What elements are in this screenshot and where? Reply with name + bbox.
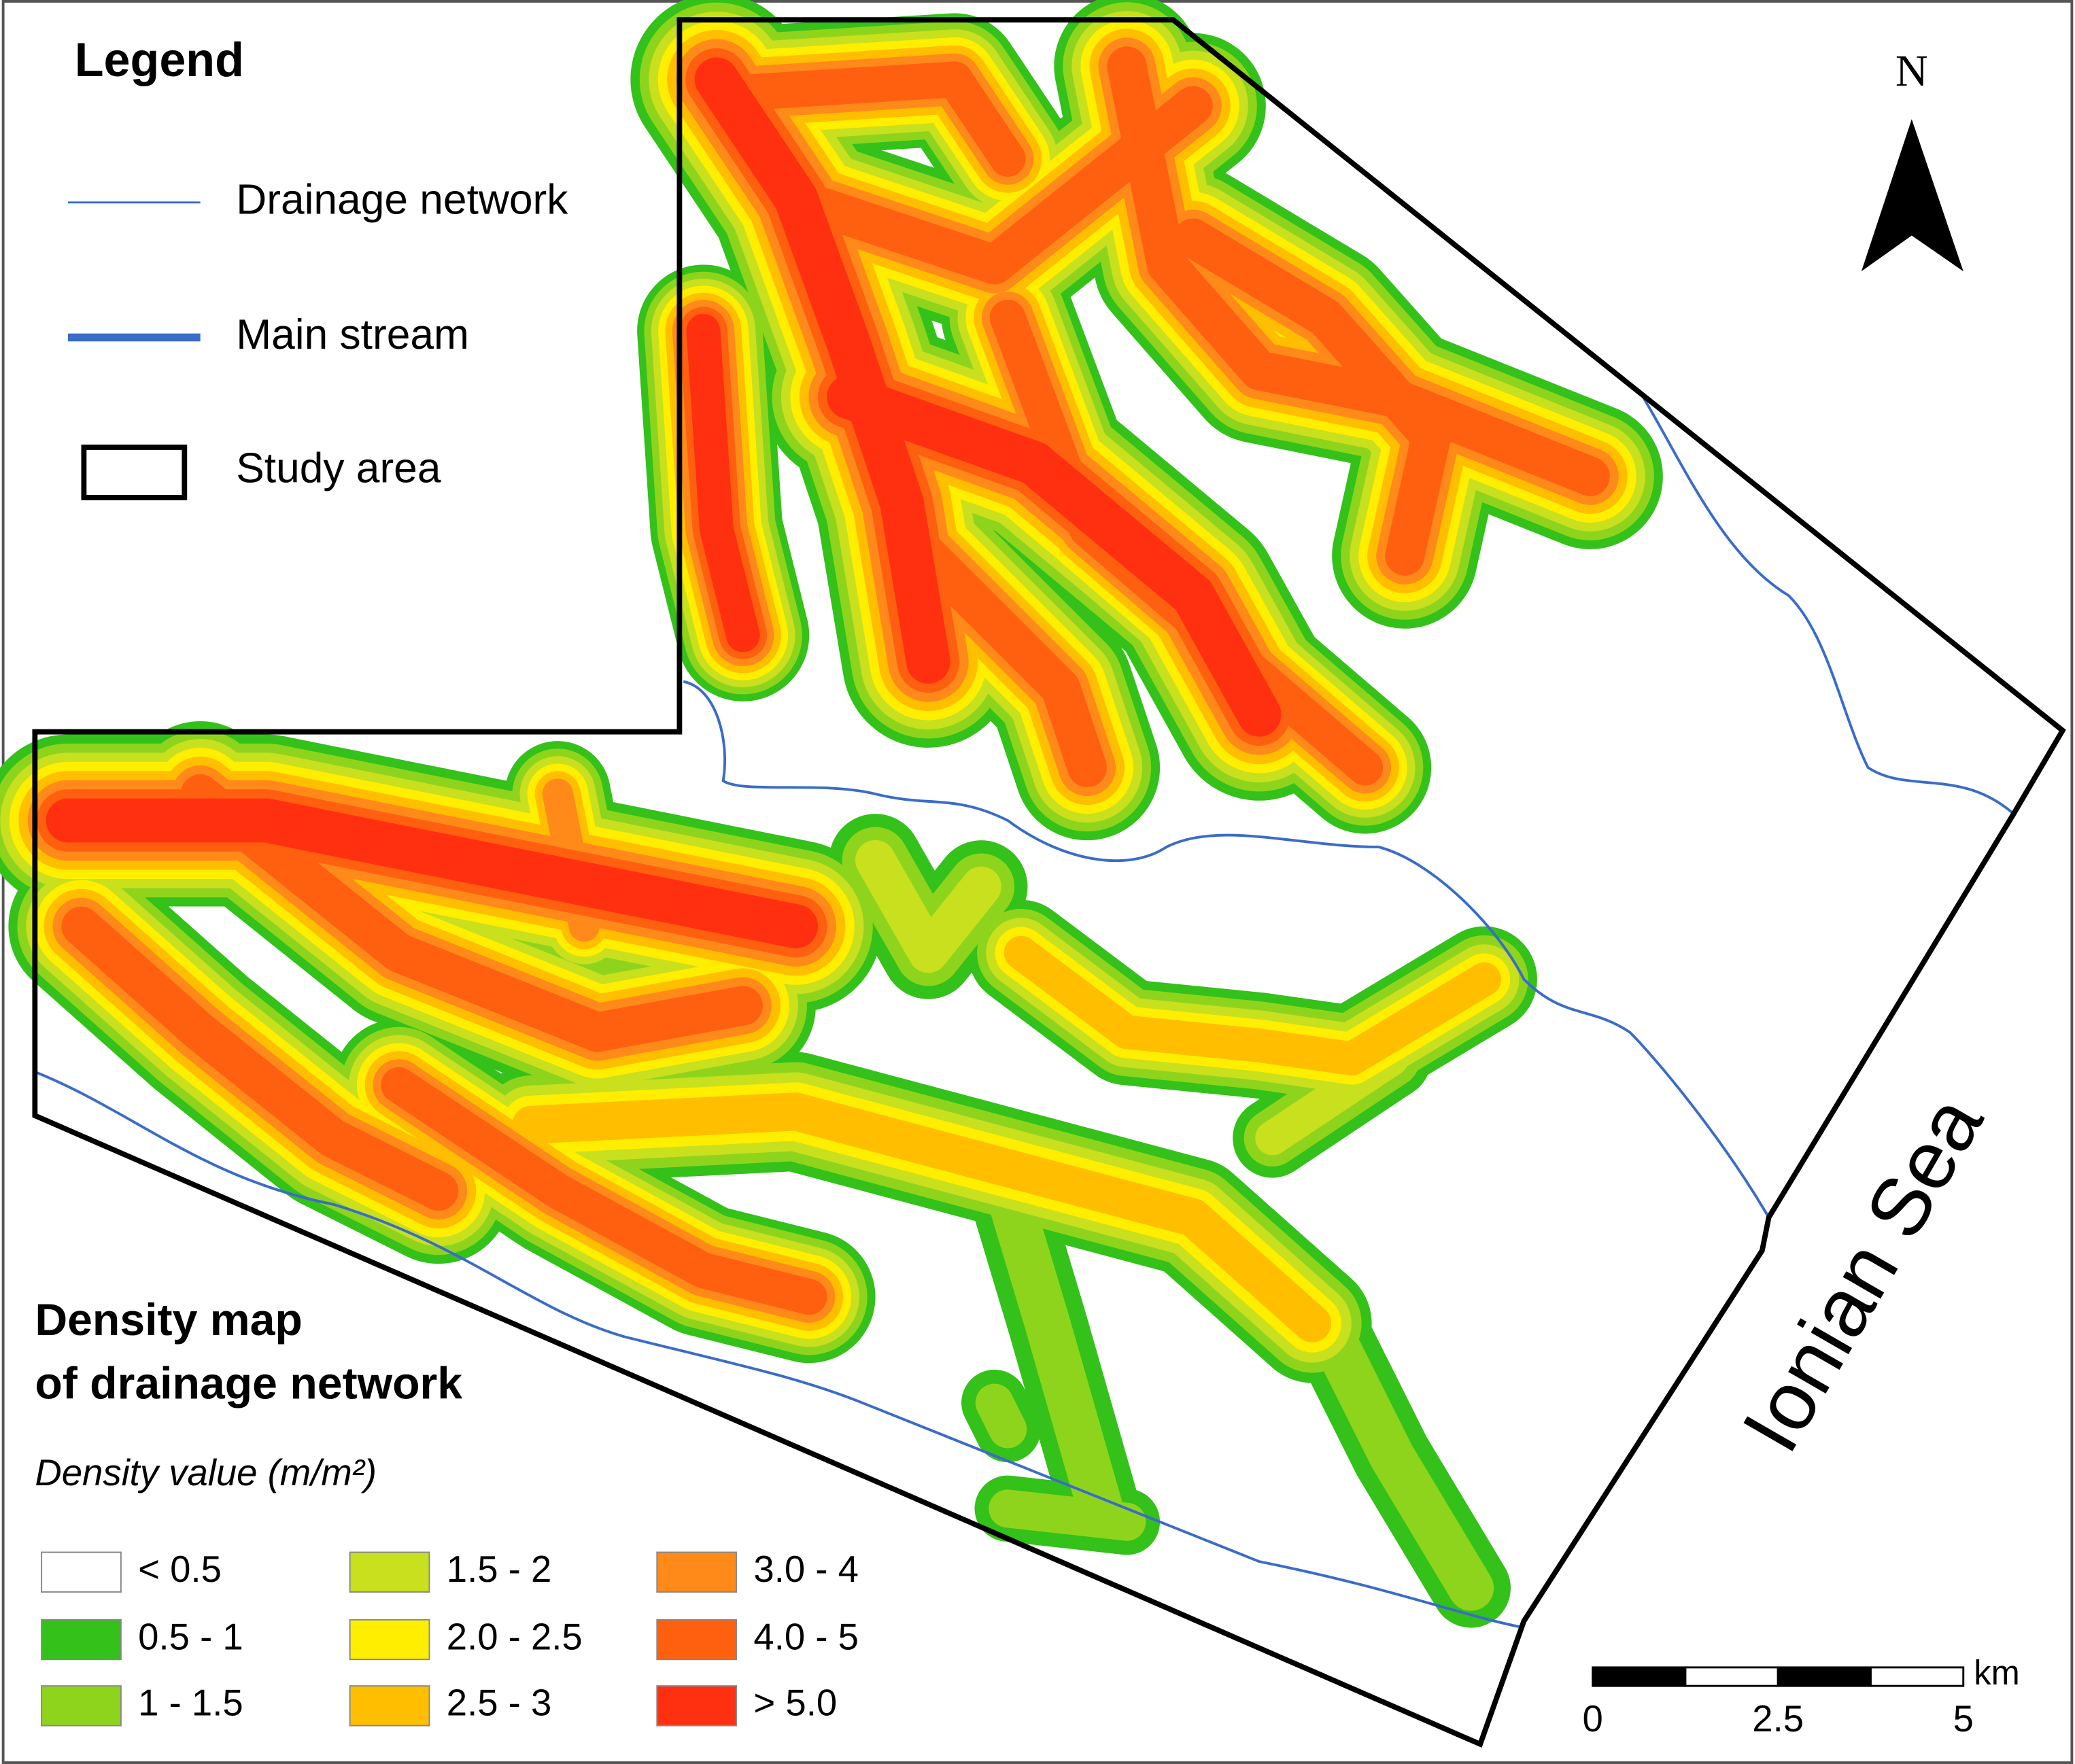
density-band xyxy=(61,906,459,1211)
density-band xyxy=(1107,46,1610,496)
scale-segment xyxy=(1777,1666,1872,1687)
scale-segment xyxy=(1870,1666,1965,1687)
density-band xyxy=(975,1383,1027,1449)
density-band xyxy=(855,840,1001,973)
class-swatch xyxy=(349,1619,430,1661)
density-band xyxy=(989,1489,1146,1541)
density-band xyxy=(512,1092,1331,1343)
river xyxy=(34,1071,1524,1629)
legend-item: Drainage network xyxy=(236,176,568,223)
legend-symbol xyxy=(81,445,188,500)
density-band xyxy=(46,798,819,949)
density-title: of drainage network xyxy=(35,1359,462,1409)
legend-item: Main stream xyxy=(236,311,469,358)
density-band xyxy=(725,61,1026,177)
class-label: 0.5 - 1 xyxy=(138,1616,243,1657)
scale-label: 2.5 xyxy=(1752,1698,1804,1740)
class-label: 4.0 - 5 xyxy=(753,1616,859,1657)
class-swatch xyxy=(656,1685,738,1727)
class-swatch xyxy=(656,1551,738,1593)
scale-unit: km xyxy=(1974,1653,2019,1692)
density-band xyxy=(1173,218,1452,576)
density-subtitle: Density value (m/m²) xyxy=(35,1452,377,1493)
density-band xyxy=(908,536,1108,788)
class-label: 3.0 - 4 xyxy=(753,1549,859,1590)
density-band xyxy=(694,57,950,684)
class-label: < 0.5 xyxy=(138,1549,222,1590)
rivers xyxy=(34,396,2014,1629)
north-label: N xyxy=(1896,46,1928,96)
density-band xyxy=(381,1067,827,1315)
class-swatch xyxy=(41,1685,122,1727)
legend-item: Study area xyxy=(236,445,441,491)
legend-title: Legend xyxy=(75,33,244,86)
scale-segment xyxy=(1684,1666,1779,1687)
density-legend: < 0.5 0.5 - 1 1 - 1.5 1.5 - 2 2.0 - 2.5 2.5 -… xyxy=(41,1549,859,1727)
class-swatch xyxy=(349,1551,430,1593)
scale-bar: 0 2.5 5km xyxy=(1583,1653,2020,1740)
density-band xyxy=(827,375,1282,737)
class-swatch xyxy=(656,1619,738,1661)
scale-label: 0 xyxy=(1583,1698,1603,1740)
density-band xyxy=(180,774,763,1052)
scale-segment xyxy=(1592,1666,1687,1687)
class-swatch xyxy=(349,1685,430,1727)
density-surface xyxy=(0,0,1663,1628)
scale-label: 5 xyxy=(1953,1698,1974,1740)
density-band xyxy=(984,1168,1124,1532)
class-label: 1.5 - 2 xyxy=(447,1549,552,1590)
class-label: 2.5 - 3 xyxy=(447,1682,552,1724)
class-label: 1 - 1.5 xyxy=(138,1682,243,1724)
density-band xyxy=(686,313,760,653)
class-swatch xyxy=(41,1551,122,1593)
main-stream xyxy=(683,680,1770,1218)
river xyxy=(1641,396,2014,815)
class-label: 2.0 - 2.5 xyxy=(447,1616,583,1657)
north-arrow xyxy=(1861,119,1963,272)
class-swatch xyxy=(41,1619,122,1661)
study-area xyxy=(32,17,2066,1748)
class-label: > 5.0 xyxy=(753,1682,837,1724)
density-title: Density map xyxy=(35,1295,302,1345)
density-band xyxy=(1004,935,1501,1076)
